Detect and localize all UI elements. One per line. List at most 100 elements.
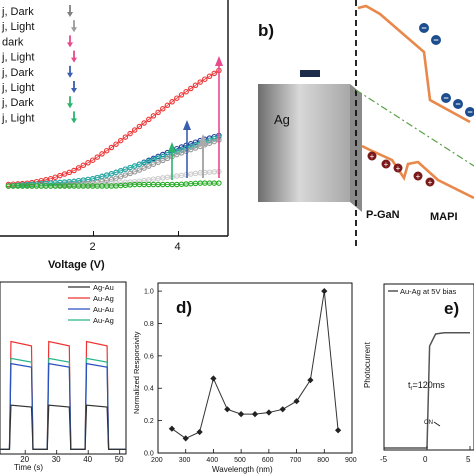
- valence-band: [361, 144, 474, 200]
- panel-a-point: [178, 147, 185, 153]
- panel-a-legend-arrowhead: [71, 88, 77, 93]
- panel-a-point: [85, 160, 91, 166]
- panel-a-point: [117, 168, 124, 174]
- panel-c: Ag-Au Au-Ag Au-Au Au-Ag 20 30 40 50 Time (s): [0, 281, 127, 472]
- hole-markers: + + + + +: [367, 151, 435, 187]
- ag-label: Ag: [274, 112, 290, 127]
- electron-symbol: −: [433, 35, 438, 45]
- panel-a-legend-label: j, Dark: [1, 67, 34, 79]
- panel-a-point: [206, 137, 213, 144]
- panel-a-xlabel: Voltage (V): [48, 259, 105, 271]
- panel-d-ytick-label: 0.2: [144, 418, 154, 425]
- panel-a-point: [192, 145, 199, 151]
- hole-marker: [425, 177, 435, 187]
- panel-a-point: [211, 138, 217, 145]
- hole-symbol: +: [370, 152, 375, 161]
- panel-a-point: [206, 73, 213, 80]
- panel-a-point: [178, 150, 185, 156]
- panel-a-point: [131, 163, 138, 169]
- panel-d-point: [307, 376, 314, 384]
- panel-a-point: [141, 160, 147, 166]
- panel-a-point: [108, 171, 115, 177]
- panel-d-frame: [157, 282, 353, 454]
- panel-a-point: [136, 167, 143, 173]
- panel-a-point: [183, 145, 189, 152]
- panel-a-point: [80, 162, 87, 169]
- panel-a-point: [216, 180, 222, 186]
- panel-e-legend: Au-Ag at 5V bias: [400, 287, 457, 296]
- hole-marker: [413, 171, 423, 181]
- panel-c-series-line: [0, 340, 126, 450]
- panel-a-point: [141, 165, 147, 171]
- panel-e-series-line: [384, 332, 470, 449]
- panel-a-point: [164, 155, 171, 162]
- panel-d-xtick-label: 300: [179, 457, 191, 464]
- panel-a-point: [174, 151, 180, 158]
- conduction-band: [357, 4, 471, 124]
- panel-a-legend-label: j, Light: [1, 82, 34, 94]
- electron-marker: [453, 99, 463, 109]
- panel-c-series-line: [0, 404, 126, 450]
- panel-a-arrow-gray-head: [198, 134, 208, 146]
- panel-a-xtick-label: 4: [175, 241, 181, 253]
- panel-d-xtick-label: 400: [206, 457, 218, 464]
- panel-a-arrow-blue-head: [183, 120, 191, 130]
- panel-d-letter: d): [176, 298, 192, 317]
- panel-c-frame: [0, 281, 127, 455]
- panel-d-xtick-label: 900: [345, 457, 357, 464]
- panel-a-point: [141, 120, 147, 126]
- panel-d-point: [224, 406, 231, 413]
- panel-a-point: [113, 141, 119, 147]
- panel-c-xtick-label: 50: [115, 455, 124, 464]
- panel-a-point: [164, 152, 171, 158]
- panel-d-point: [279, 406, 286, 413]
- panel-a-arrow-red-head: [215, 56, 223, 66]
- panel-d-ytick-label: 0.6: [144, 353, 154, 360]
- panel-a-point: [103, 172, 110, 178]
- panel-a-legend-label: j, Light: [1, 52, 34, 64]
- panel-c-legend-label: Au-Ag: [93, 316, 114, 325]
- panel-a-legend-arrowhead: [67, 42, 73, 48]
- panel-a-point: [206, 140, 213, 146]
- panel-a-point: [94, 154, 101, 160]
- panel-a-point: [122, 134, 129, 140]
- panel-d-ytick-label: 0.4: [144, 386, 154, 393]
- ag-contact: [300, 70, 320, 77]
- panel-a-point: [127, 130, 133, 137]
- panel-d-point: [237, 410, 245, 418]
- panel-a-legend-arrowhead: [71, 27, 77, 33]
- panel-a-legend-arrowhead: [67, 12, 73, 17]
- panel-a-point: [202, 76, 208, 82]
- hole-symbol: +: [416, 172, 421, 181]
- panel-d-point: [293, 398, 300, 405]
- panel-a-point: [188, 146, 194, 153]
- panel-a-legend-arrowhead: [67, 103, 73, 109]
- panel-e-ylabel: Photocurrent: [363, 341, 372, 388]
- panel-a-point: [183, 142, 189, 149]
- panel-a-point: [211, 70, 217, 77]
- electron-marker: [419, 23, 429, 33]
- panel-a-point: [127, 164, 133, 171]
- panel-e-frame: [383, 283, 474, 451]
- panel-d-point: [182, 435, 189, 442]
- panel-a-legend-label: j, Light: [1, 112, 34, 124]
- panel-c-legend-label: Au-Au: [93, 305, 114, 314]
- panel-a-legend-arrowhead: [71, 57, 77, 63]
- panel-a-point: [57, 172, 63, 179]
- panel-a-point: [66, 169, 73, 176]
- panel-a-point: [192, 139, 199, 145]
- panel-d-point: [210, 375, 217, 382]
- panel-c-xtick-label: 30: [52, 455, 61, 464]
- panel-d-ytick-label: 0.0: [144, 451, 154, 458]
- panel-d-xtick-label: 700: [290, 457, 302, 464]
- panel-c-series-line: [0, 357, 126, 450]
- panel-a-point: [155, 159, 161, 166]
- panel-a-point: [183, 148, 189, 155]
- panel-e-letter: e): [444, 299, 459, 318]
- panel-e-on-label: ON: [424, 420, 433, 426]
- panel-d-xtick-label: 600: [262, 457, 274, 464]
- ag-electrode: [258, 84, 350, 202]
- hole-marker: [381, 159, 391, 169]
- hole-symbol: +: [428, 178, 433, 187]
- panel-a-point: [150, 161, 157, 167]
